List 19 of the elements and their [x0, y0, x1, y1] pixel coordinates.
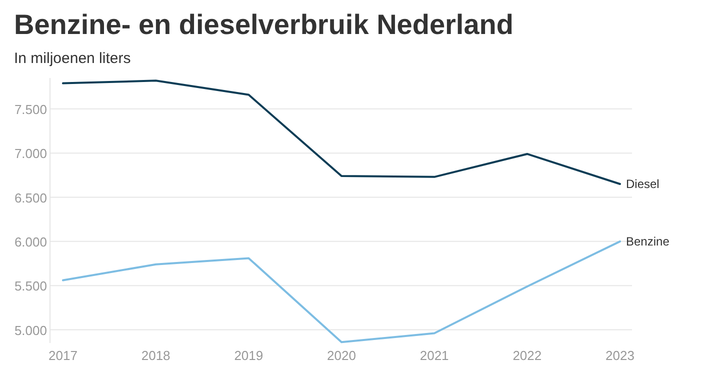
- y-tick-label: 6.000: [14, 234, 47, 250]
- y-tick-label: 6.500: [14, 190, 47, 206]
- line-series: [62, 80, 621, 185]
- line-series: [62, 240, 621, 344]
- x-tick-label: 2023: [606, 348, 634, 363]
- series-label: Diesel: [626, 177, 660, 191]
- x-tick-label: 2020: [327, 348, 356, 363]
- chart-title: Benzine- en dieselverbruik Nederland: [14, 9, 514, 40]
- y-tick-label: 5.500: [14, 278, 47, 294]
- x-tick-label: 2019: [234, 348, 264, 363]
- y-tick-label: 7.500: [14, 102, 47, 117]
- x-tick-label: 2018: [141, 348, 170, 363]
- series-label: Benzine: [626, 234, 670, 248]
- chart-subtitle: In miljoenen liters: [14, 50, 131, 67]
- y-tick-label: 5.000: [14, 322, 47, 338]
- x-tick-label: 2022: [512, 348, 542, 363]
- y-tick-label: 7.000: [14, 146, 47, 162]
- x-tick-label: 2021: [420, 348, 449, 363]
- x-tick-label: 2017: [48, 348, 78, 363]
